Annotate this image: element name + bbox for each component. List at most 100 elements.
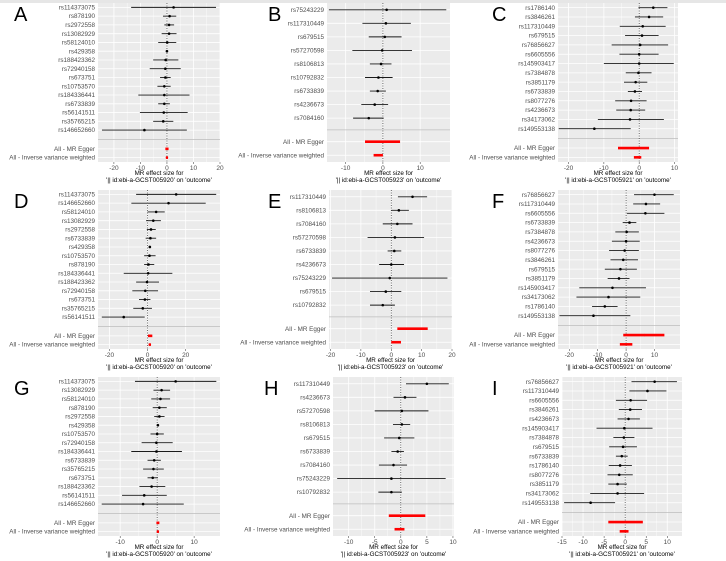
effect-point <box>384 22 388 25</box>
snp-label: rs10753570 <box>62 431 96 438</box>
summary-point <box>148 334 152 338</box>
x-tick-label: 10 <box>664 539 672 546</box>
snp-label: rs56141511 <box>62 314 95 321</box>
snp-label: rs7084160 <box>300 462 330 469</box>
effect-point <box>388 276 392 280</box>
snp-label: rs76856627 <box>522 42 556 49</box>
snp-label: rs1786140 <box>529 463 559 470</box>
effect-point <box>397 436 401 440</box>
snp-label: rs72940158 <box>62 440 96 447</box>
summary-point <box>632 146 636 150</box>
snp-label: rs1786140 <box>525 5 555 12</box>
x-axis-title-line1: MR effect size for <box>595 357 644 364</box>
summary-point <box>624 343 628 346</box>
forest-plot-panel-c: rs1786140 rs3846261 rs117310449 rs679515 rs7… <box>469 0 726 187</box>
effect-point <box>148 254 151 258</box>
x-tick-label: -5 <box>372 539 378 546</box>
snp-label: rs117310449 <box>290 194 327 201</box>
effect-point <box>393 236 397 239</box>
snp-label: rs8077276 <box>529 472 559 479</box>
effect-point <box>653 193 656 196</box>
snp-label: rs4236673 <box>300 394 330 401</box>
snp-label: rs3851179 <box>530 481 560 488</box>
x-tick-label: -10 <box>599 165 609 172</box>
snp-label: rs3846261 <box>529 407 559 414</box>
effect-point <box>167 32 171 35</box>
snp-label: rs184336441 <box>58 92 95 99</box>
snp-label: rs429358 <box>69 244 96 251</box>
snp-label: rs6733839 <box>300 449 330 456</box>
effect-point <box>389 263 393 266</box>
forest-plot-svg: rs114373075 rs13082929 rs58124010 rs878190 r… <box>9 377 220 558</box>
x-tick-label: 20 <box>216 165 224 172</box>
effect-point <box>165 49 169 53</box>
snp-label: rs878190 <box>69 262 96 269</box>
x-tick-label: 0 <box>623 539 627 546</box>
forest-plot-panel-e: rs117310449 rs8106813 rs7084160 rs57270598 r… <box>240 187 484 374</box>
effect-point <box>122 315 126 319</box>
panel-letter: G <box>14 378 30 400</box>
snp-label: rs34173062 <box>522 294 556 301</box>
summary-label: All - Inverse variance weighted <box>238 152 324 159</box>
effect-point <box>149 236 152 240</box>
snp-label: rs114373075 <box>59 378 96 385</box>
x-axis-title-line2: '|| id:ebi-a-GCST005920' on 'outcome' <box>106 551 212 558</box>
snp-label: rs146652660 <box>58 501 95 508</box>
snp-label: rs146652660 <box>58 127 95 134</box>
snp-label: rs679515 <box>533 444 560 451</box>
snp-label: rs6733839 <box>65 457 95 464</box>
effect-point <box>607 295 610 299</box>
snp-label: rs679515 <box>300 289 327 296</box>
plot-background <box>98 190 220 349</box>
effect-point <box>618 464 622 467</box>
snp-label: rs75243229 <box>291 7 325 14</box>
effect-point <box>143 128 146 132</box>
effect-point <box>589 501 592 505</box>
x-tick-label: -20 <box>109 165 119 172</box>
x-tick-label: 10 <box>671 165 679 172</box>
snp-label: rs6733839 <box>65 235 95 242</box>
effect-point <box>379 62 383 66</box>
snp-label: rs145903417 <box>522 425 559 432</box>
snp-label: rs149553138 <box>522 500 559 507</box>
effect-point <box>617 473 621 477</box>
effect-point <box>148 245 152 249</box>
effect-point <box>629 108 633 112</box>
snp-label: rs58124010 <box>62 40 96 47</box>
effect-point <box>145 280 149 284</box>
effect-point <box>620 454 624 458</box>
effect-point <box>150 485 153 488</box>
summary-point <box>643 333 646 337</box>
effect-point <box>400 423 404 426</box>
snp-label: rs56141511 <box>62 110 95 117</box>
plot-background <box>98 377 220 536</box>
snp-label: rs6605556 <box>525 51 555 58</box>
forest-plot-panel-g: rs114373075 rs13082929 rs58124010 rs878190 r… <box>0 374 242 561</box>
snp-label: rs2972558 <box>65 22 95 29</box>
effect-point <box>158 406 161 409</box>
effect-point <box>634 80 637 84</box>
snp-label: rs8077276 <box>525 248 555 255</box>
snp-label: rs8106813 <box>296 207 326 214</box>
effect-point <box>644 211 647 215</box>
x-axis-title-line2: '|| id:ebi-a-GCST005920' on 'outcome' <box>106 177 212 184</box>
snp-label: rs878190 <box>69 13 96 20</box>
snp-label: rs72940158 <box>62 288 96 295</box>
snp-label: rs679515 <box>304 435 331 442</box>
effect-point <box>637 71 640 75</box>
effect-point <box>627 417 630 421</box>
snp-label: rs679515 <box>529 33 556 40</box>
effect-point <box>380 49 384 52</box>
effect-point <box>164 76 167 79</box>
forest-plot-svg: rs76856627 rs117310449 rs6605556 rs3846261 r… <box>473 377 682 558</box>
panel-letter: D <box>14 191 29 213</box>
summary-label: All - MR Egger <box>283 139 324 146</box>
summary-point <box>165 147 169 151</box>
effect-point <box>167 23 171 27</box>
summary-point <box>404 514 408 517</box>
snp-label: rs188423362 <box>58 484 95 491</box>
snp-label: rs58124010 <box>62 209 96 216</box>
x-tick-label: 5 <box>425 539 429 546</box>
summary-point <box>398 528 401 531</box>
effect-point <box>367 116 371 120</box>
